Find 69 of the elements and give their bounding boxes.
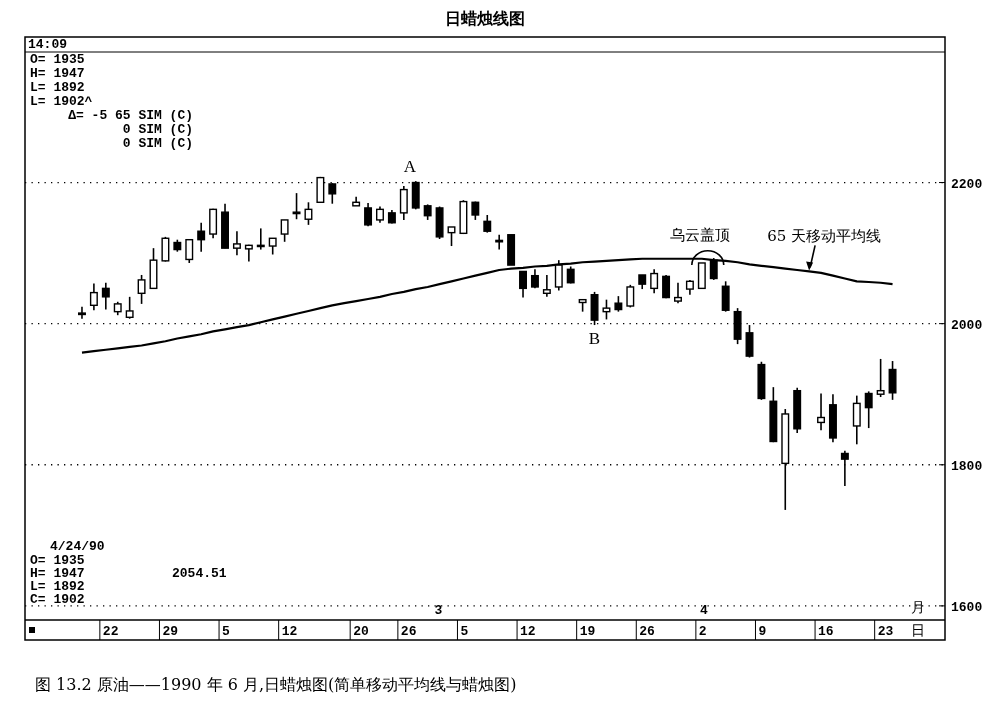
annotation: O= 1935 — [30, 52, 85, 67]
x-tick-label: 12 — [281, 624, 298, 639]
candlestick — [447, 226, 456, 247]
candlestick — [840, 449, 849, 487]
series-label: 65 天移动平均线 — [767, 227, 882, 246]
y-tick-label: 1600 — [951, 599, 983, 615]
candlestick — [495, 233, 504, 251]
candlestick — [817, 392, 826, 431]
candlestick — [280, 219, 289, 243]
candlestick — [125, 296, 134, 320]
annotation: L= 1902^ — [30, 94, 93, 109]
chart-title: 日蜡烛线图 — [445, 9, 525, 28]
candlestick — [519, 270, 527, 299]
annotation: 3 — [434, 603, 443, 618]
annotation: L= 1892 — [30, 80, 85, 95]
x-tick-label: 2 — [698, 624, 707, 639]
text: 14:09 — [28, 37, 68, 52]
annotation: 4/24/90 — [50, 539, 105, 554]
candlestick — [101, 281, 110, 311]
x-tick-label: 19 — [579, 624, 596, 639]
annotation: O= 1935 — [30, 553, 85, 568]
candlestick — [721, 280, 730, 313]
x-axis-title: 日 — [911, 622, 925, 638]
x-tick-label: 12 — [520, 624, 536, 639]
candlestick — [89, 282, 98, 312]
annotation: 4 — [699, 603, 708, 618]
candlestick — [197, 221, 206, 253]
candlestick — [137, 274, 146, 305]
annotation: C= 1902 — [30, 592, 85, 607]
x-tick-label: 22 — [102, 624, 119, 639]
annotation: H= 1947 — [30, 66, 85, 81]
candlestick — [304, 201, 313, 226]
x-tick-label: 23 — [877, 624, 894, 639]
candlestick — [864, 390, 873, 429]
candlestick — [292, 192, 301, 221]
candlestick — [78, 305, 86, 320]
x-tick-label: 26 — [639, 624, 656, 639]
annotation: 乌云盖顶 — [669, 226, 730, 244]
x-tick-label: 5 — [460, 624, 469, 639]
annotation: B — [588, 329, 601, 348]
annotation: 0 SIM (C) — [122, 122, 193, 137]
candlestick — [888, 360, 897, 401]
candlestick — [161, 236, 170, 263]
text: 月 — [911, 599, 925, 615]
y-tick-label: 2200 — [951, 176, 983, 192]
x-tick-label: 16 — [818, 624, 834, 639]
x-tick-label: 9 — [758, 624, 767, 639]
annotation: H= 1947 — [30, 566, 85, 581]
candlestick — [232, 230, 241, 257]
caption: 图 13.2 原油——1990 年 6 月,日蜡烛图(简单移动平均线与蜡烛图) — [35, 675, 517, 694]
candlestick — [650, 268, 659, 295]
candlestick — [852, 394, 861, 446]
candlestick — [745, 324, 754, 359]
annotation: Δ= -5 65 SIM (C) — [68, 108, 193, 123]
x-tick-label: 26 — [400, 624, 417, 639]
x-tick-label: 5 — [222, 624, 231, 639]
candlestick — [399, 185, 408, 221]
x-tick-label: 29 — [162, 624, 179, 639]
y-tick-label: 2000 — [951, 317, 983, 333]
y-tick-label: 1800 — [951, 458, 983, 474]
candlestick — [602, 298, 611, 321]
candlestick — [542, 274, 551, 298]
annotation: L= 1892 — [30, 579, 85, 594]
annotation: A — [403, 157, 417, 176]
candlestick — [674, 281, 682, 304]
annotation: 0 SIM (C) — [122, 136, 193, 151]
annotation: 2054.51 — [172, 566, 227, 581]
candlestick — [876, 358, 885, 398]
x-tick-label: 20 — [353, 624, 369, 639]
